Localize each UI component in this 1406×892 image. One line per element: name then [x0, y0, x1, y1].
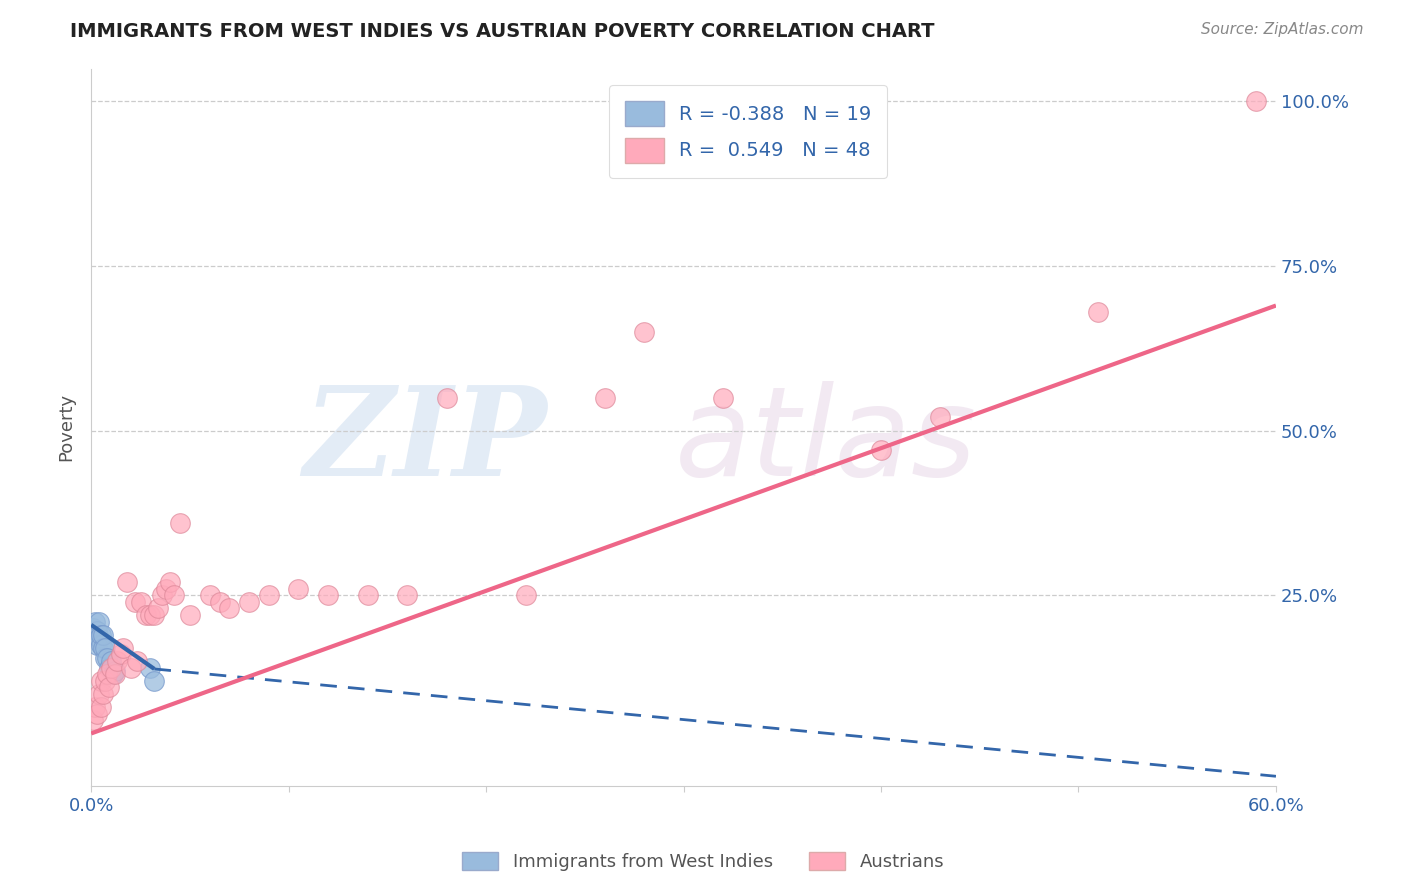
Point [87, 631, 110, 645]
Point [82, 714, 104, 728]
Point [104, 664, 127, 678]
Point [1087, 305, 1109, 319]
Point [90, 673, 112, 688]
Point [143, 607, 166, 622]
Point [100, 660, 122, 674]
Legend: R = -0.388   N = 19, R =  0.549   N = 48: R = -0.388 N = 19, R = 0.549 N = 48 [609, 86, 887, 178]
Point [87, 687, 110, 701]
Point [155, 582, 177, 596]
Text: ZIP: ZIP [304, 381, 547, 502]
Point [86, 624, 108, 639]
Point [515, 588, 537, 602]
Point [100, 654, 122, 668]
Point [257, 588, 280, 602]
Point [90, 638, 112, 652]
Point [90, 628, 112, 642]
Point [163, 588, 186, 602]
Y-axis label: Poverty: Poverty [58, 393, 75, 461]
Point [218, 601, 240, 615]
Point [124, 595, 146, 609]
Point [96, 667, 118, 681]
Point [148, 601, 170, 615]
Point [929, 410, 952, 425]
Point [82, 621, 104, 635]
Point [238, 595, 260, 609]
Point [143, 673, 166, 688]
Point [436, 391, 458, 405]
Point [711, 391, 734, 405]
Point [208, 595, 231, 609]
Point [110, 648, 132, 662]
Point [84, 700, 107, 714]
Point [120, 660, 142, 674]
Point [125, 654, 148, 668]
Point [97, 660, 120, 674]
Point [135, 607, 157, 622]
Point [1244, 95, 1267, 109]
Point [86, 638, 108, 652]
Point [101, 667, 124, 681]
Text: IMMIGRANTS FROM WEST INDIES VS AUSTRIAN POVERTY CORRELATION CHART: IMMIGRANTS FROM WEST INDIES VS AUSTRIAN … [70, 22, 935, 41]
Point [87, 615, 110, 629]
Point [316, 588, 339, 602]
Point [94, 650, 117, 665]
Point [84, 615, 107, 629]
Point [129, 595, 152, 609]
Point [633, 325, 655, 339]
Point [91, 687, 114, 701]
Point [104, 667, 127, 681]
Point [870, 443, 893, 458]
Point [91, 640, 114, 655]
Point [96, 650, 118, 665]
Point [94, 640, 117, 655]
Point [593, 391, 616, 405]
Point [159, 575, 181, 590]
Point [86, 706, 108, 721]
Text: Source: ZipAtlas.com: Source: ZipAtlas.com [1201, 22, 1364, 37]
Point [139, 607, 162, 622]
Legend: Immigrants from West Indies, Austrians: Immigrants from West Indies, Austrians [454, 845, 952, 879]
Point [287, 582, 309, 596]
Point [94, 673, 117, 688]
Point [97, 681, 120, 695]
Point [105, 654, 128, 668]
Point [90, 700, 112, 714]
Point [115, 575, 138, 590]
Point [169, 516, 191, 530]
Point [111, 640, 134, 655]
Point [198, 588, 221, 602]
Point [356, 588, 378, 602]
Point [139, 660, 162, 674]
Point [150, 588, 173, 602]
Point [396, 588, 419, 602]
Point [91, 628, 114, 642]
Text: atlas: atlas [675, 381, 977, 502]
Point [179, 607, 201, 622]
